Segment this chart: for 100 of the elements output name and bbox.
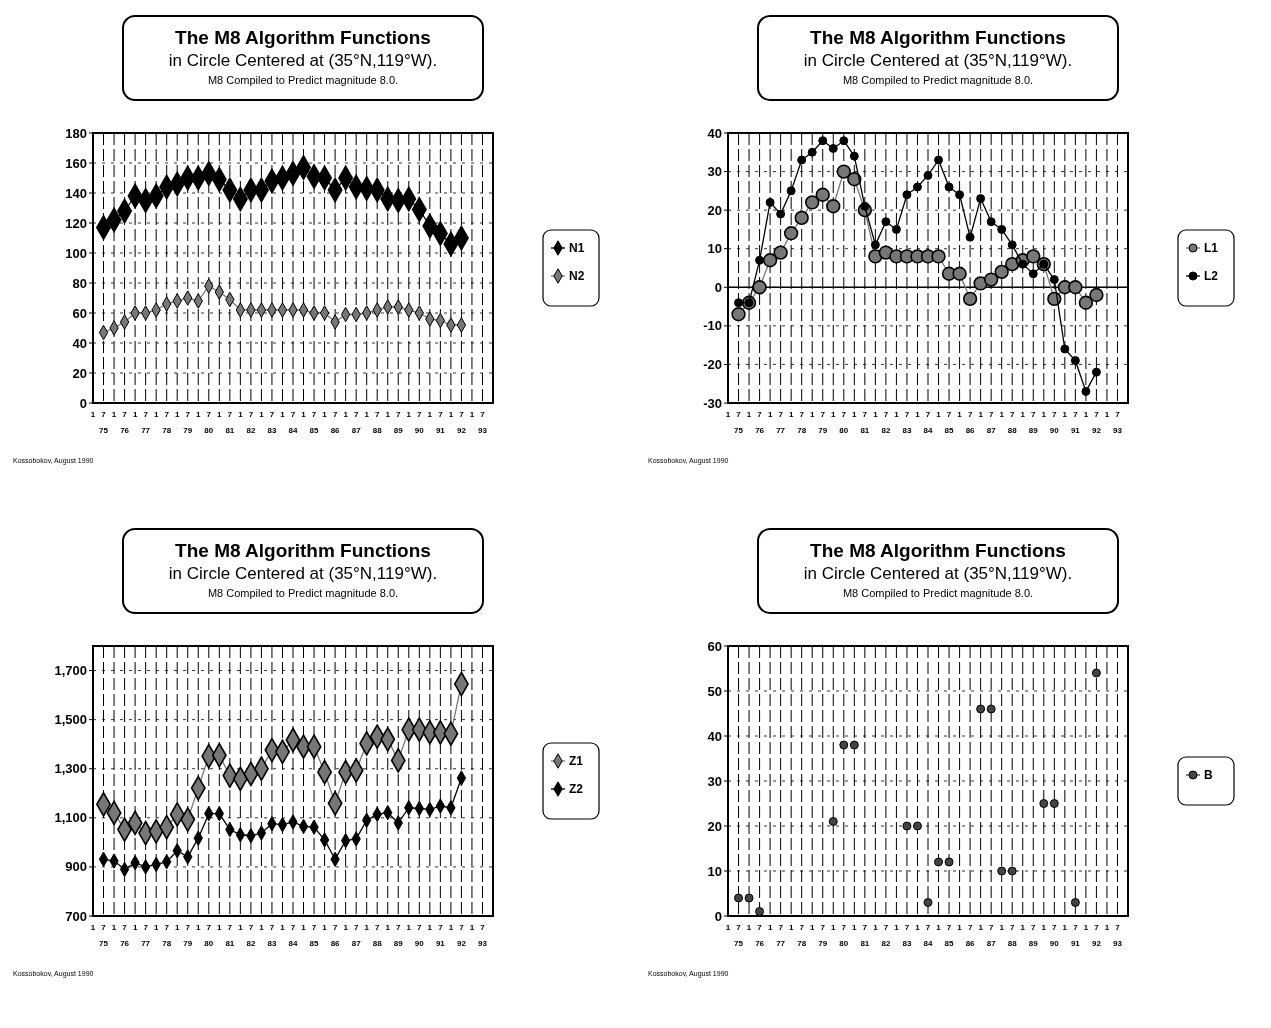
x-tick-label: 7 80 — [204, 923, 214, 948]
x-tick-label: 1 — [343, 410, 349, 419]
chart-subtitle: in Circle Centered at (35°N,119°W). M8 Compiled to Predict magnitude 8.0. — [168, 51, 438, 86]
y-tick-label: 10 — [707, 241, 722, 257]
x-tick-label: 1 — [448, 410, 454, 419]
y-tick-label: 100 — [65, 245, 87, 261]
chart-title: The M8 Algorithm Functions — [175, 27, 431, 48]
x-tick-label: 1 — [280, 923, 286, 932]
y-tick-label: 80 — [72, 275, 87, 291]
x-tick-label: 7 88 — [372, 923, 383, 948]
x-tick-label: 7 82 — [246, 923, 256, 948]
y-tick-label: 180 — [65, 125, 87, 141]
x-tick-label: 7 86 — [330, 410, 341, 435]
x-tick-label: 1 — [469, 410, 475, 419]
x-tick-label: 1 — [132, 410, 138, 419]
y-tick-label: 0 — [714, 279, 722, 295]
x-tick-label: 7 81 — [860, 410, 870, 435]
x-tick-label: 1 — [153, 410, 159, 419]
y-tick-label: 900 — [65, 859, 87, 875]
x-tick-label: 1 — [217, 410, 223, 419]
x-tick-label: 7 85 — [309, 410, 320, 435]
x-tick-label: 7 82 — [881, 410, 891, 435]
x-tick-label: 7 87 — [351, 923, 362, 948]
legend-label: N2 — [569, 269, 585, 284]
x-tick-label: 1 — [999, 923, 1005, 932]
x-tick-label: 7 90 — [414, 410, 425, 435]
legend-label: Z1 — [569, 754, 584, 769]
y-tick-label: 60 — [72, 305, 87, 321]
x-tick-label: 7 89 — [1028, 923, 1039, 948]
x-tick-label: 7 75 — [734, 410, 744, 435]
chart-subtitle: in Circle Centered at (35°N,119°W). M8 Compiled to Predict magnitude 8.0. — [803, 51, 1073, 86]
x-tick-label: 7 87 — [986, 410, 997, 435]
x-tick-label: 7 83 — [902, 923, 912, 948]
x-tick-label: 7 79 — [183, 923, 193, 948]
x-tick-label: 1 — [111, 923, 117, 932]
y-tick-label: 40 — [707, 125, 722, 141]
y-tick-label: 50 — [707, 683, 722, 699]
x-tick-label: 7 86 — [965, 923, 976, 948]
x-tick-label: 1 — [1062, 923, 1068, 932]
x-tick-label: 1 — [196, 923, 202, 932]
x-tick-label: 1 — [1104, 410, 1110, 419]
x-tick-label: 1 — [174, 923, 180, 932]
x-tick-label: 1 — [936, 410, 942, 419]
x-tick-label: 7 87 — [351, 410, 362, 435]
y-tick-label: 0 — [79, 395, 87, 411]
x-tick-label: 1 — [280, 410, 286, 419]
x-tick-label: 1 — [746, 923, 752, 932]
x-tick-label: 1 — [852, 410, 858, 419]
x-tick-label: 7 86 — [965, 410, 976, 435]
x-tick-label: 7 91 — [435, 410, 446, 435]
x-tick-label: 7 81 — [225, 923, 235, 948]
x-tick-label: 7 76 — [755, 410, 765, 435]
x-tick-label: 1 — [725, 923, 731, 932]
x-tick-label: 7 84 — [923, 923, 933, 948]
y-tick-label: 120 — [65, 215, 87, 231]
x-tick-label: 7 88 — [372, 410, 383, 435]
x-tick-label: 7 87 — [986, 923, 997, 948]
chart-subtitle: in Circle Centered at (35°N,119°W). M8 Compiled to Predict magnitude 8.0. — [168, 564, 438, 599]
x-tick-label: 1 — [343, 923, 349, 932]
x-tick-label: 7 89 — [1028, 410, 1039, 435]
x-tick-label: 7 75 — [99, 923, 109, 948]
x-tick-label: 7 78 — [162, 410, 172, 435]
x-tick-label: 1 — [978, 923, 984, 932]
chart-title: The M8 Algorithm Functions — [175, 540, 431, 561]
x-tick-label: 7 93 — [478, 410, 488, 435]
y-tick-label: 40 — [72, 335, 87, 351]
x-tick-label: 7 84 — [288, 923, 298, 948]
y-tick-label: 20 — [707, 202, 722, 218]
x-tick-label: 7 90 — [414, 923, 425, 948]
x-tick-label: 1 — [873, 410, 879, 419]
x-tick-label: 1 — [1020, 410, 1026, 419]
x-tick-label: 1 — [259, 923, 265, 932]
x-tick-label: 1 — [406, 410, 412, 419]
x-tick-label: 7 88 — [1007, 410, 1018, 435]
x-tick-label: 1 — [725, 410, 731, 419]
x-tick-label: 7 84 — [923, 410, 933, 435]
x-tick-label: 1 — [894, 410, 900, 419]
x-tick-label: 7 92 — [1091, 923, 1102, 948]
x-tick-label: 7 91 — [1070, 923, 1081, 948]
chart-title: The M8 Algorithm Functions — [810, 540, 1066, 561]
x-tick-label: 7 89 — [393, 410, 404, 435]
x-tick-label: 1 — [1020, 923, 1026, 932]
chart-subtitle: in Circle Centered at (35°N,119°W). M8 Compiled to Predict magnitude 8.0. — [803, 564, 1073, 599]
x-tick-label: 7 84 — [288, 410, 298, 435]
x-tick-label: 7 92 — [1091, 410, 1102, 435]
x-tick-label: 7 91 — [435, 923, 446, 948]
x-tick-label: 1 — [852, 923, 858, 932]
x-tick-label: 1 — [322, 410, 328, 419]
x-tick-label: 1 — [196, 410, 202, 419]
x-tick-label: 7 75 — [99, 410, 109, 435]
x-tick-label: 1 — [238, 923, 244, 932]
x-tick-label: 1 — [385, 410, 391, 419]
x-tick-label: 1 — [153, 923, 159, 932]
x-tick-label: 1 — [301, 410, 307, 419]
x-tick-label: 1 — [831, 410, 837, 419]
x-tick-label: 1 — [217, 923, 223, 932]
x-tick-label: 7 82 — [881, 923, 891, 948]
x-tick-label: 1 — [427, 923, 433, 932]
x-tick-label: 7 77 — [141, 923, 151, 948]
x-tick-label: 1 — [301, 923, 307, 932]
